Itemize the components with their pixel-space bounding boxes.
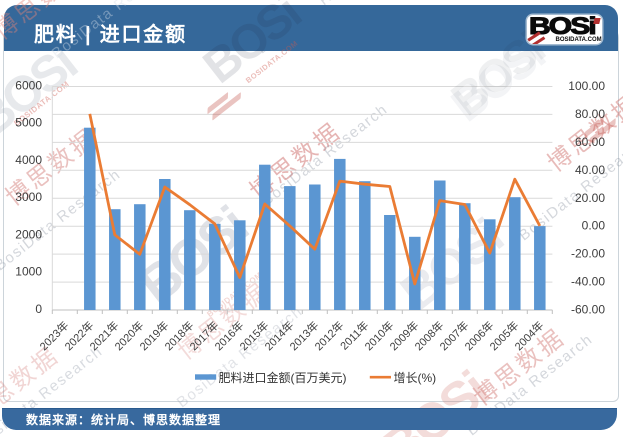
svg-text:2000: 2000 [15,227,42,241]
svg-text:-20.00: -20.00 [571,247,605,261]
svg-text:100.00: 100.00 [568,79,605,93]
svg-text:4000: 4000 [15,153,42,167]
svg-text:60.00: 60.00 [575,135,605,149]
svg-text:1000: 1000 [15,265,42,279]
svg-text:0.00: 0.00 [582,219,606,233]
svg-text:-40.00: -40.00 [571,275,605,289]
svg-text:20.00: 20.00 [575,191,605,205]
svg-text:6000: 6000 [15,78,42,92]
svg-text:80.00: 80.00 [575,107,605,121]
svg-text:5000: 5000 [15,116,42,130]
svg-text:0: 0 [35,302,42,316]
svg-text:肥料进口金额(百万美元): 肥料进口金额(百万美元) [219,370,347,385]
svg-text:增长(%): 增长(%) [394,371,437,385]
svg-text:-60.00: -60.00 [571,303,605,317]
svg-text:3000: 3000 [15,190,42,204]
svg-text:40.00: 40.00 [575,163,605,177]
